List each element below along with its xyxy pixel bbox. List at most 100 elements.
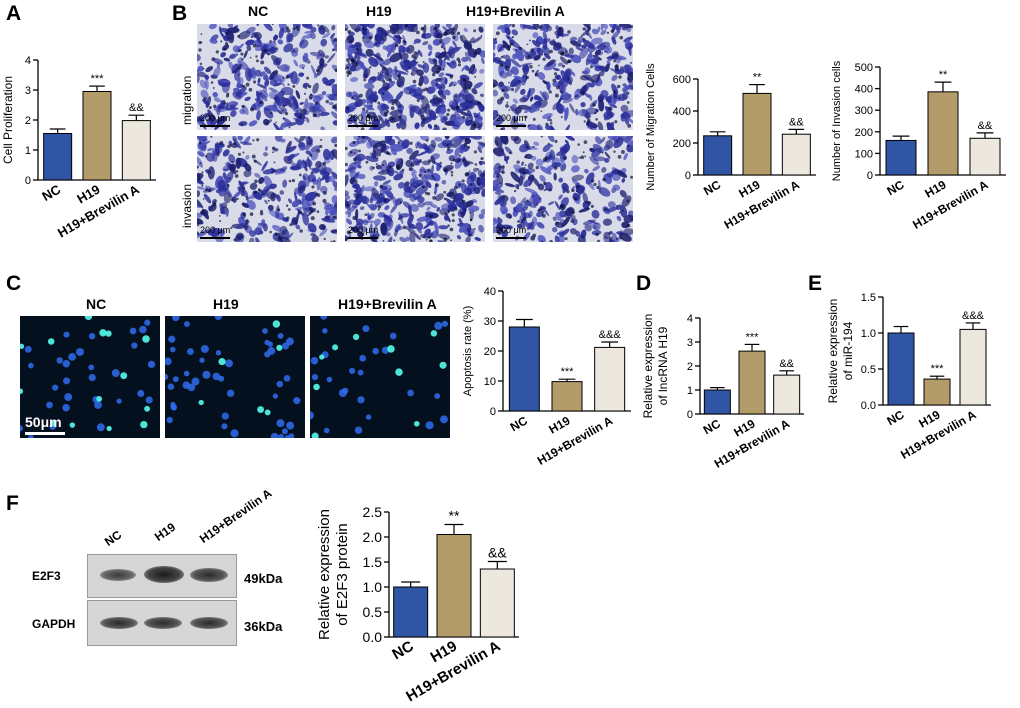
pore xyxy=(260,60,265,65)
nucleus xyxy=(425,421,434,430)
micrograph-migration-brevilin xyxy=(493,24,633,130)
cell xyxy=(207,166,215,180)
cell xyxy=(597,121,604,130)
cell xyxy=(532,24,540,30)
cell xyxy=(412,50,420,63)
cell xyxy=(356,136,364,145)
cell xyxy=(320,38,328,47)
cell xyxy=(450,81,458,87)
pore xyxy=(500,127,503,130)
pore xyxy=(412,79,417,84)
cell xyxy=(251,66,257,80)
cell xyxy=(298,185,306,194)
cell xyxy=(584,27,592,39)
cell xyxy=(380,159,388,174)
pore xyxy=(382,164,385,167)
cell xyxy=(407,214,414,226)
pore xyxy=(560,51,565,56)
pore xyxy=(602,177,606,182)
pore xyxy=(509,151,512,155)
cell xyxy=(299,39,309,49)
pore xyxy=(394,43,399,48)
cell xyxy=(268,87,279,93)
cell xyxy=(500,224,513,230)
pore xyxy=(613,90,616,94)
cell xyxy=(293,137,302,144)
cell xyxy=(477,141,485,148)
nucleus xyxy=(182,381,191,389)
pore xyxy=(312,201,317,206)
nucleus xyxy=(165,373,169,381)
pore xyxy=(435,70,440,74)
cell xyxy=(547,166,552,173)
cell xyxy=(216,104,221,116)
pore xyxy=(354,179,358,184)
y-tick-label: 400 xyxy=(855,84,873,96)
bar xyxy=(393,586,429,638)
cell xyxy=(478,160,483,166)
pore xyxy=(630,61,633,64)
pore xyxy=(461,179,465,183)
nucleus xyxy=(357,396,365,404)
cell xyxy=(546,25,553,32)
cell xyxy=(527,87,531,100)
pore xyxy=(416,61,419,64)
pore xyxy=(542,57,546,61)
nucleus xyxy=(362,325,370,333)
cell xyxy=(569,36,578,42)
pore xyxy=(275,121,277,124)
scalebar xyxy=(496,237,526,239)
pore xyxy=(316,148,321,153)
cell xyxy=(607,55,613,62)
apoptotic-nucleus xyxy=(439,361,447,369)
pore xyxy=(493,84,496,88)
apoptotic-nucleus xyxy=(276,344,283,351)
pore xyxy=(549,121,553,125)
cell xyxy=(257,77,261,84)
cell xyxy=(428,50,433,57)
y-tick-label: 2 xyxy=(687,361,693,373)
pore xyxy=(331,48,335,52)
cell xyxy=(249,237,255,242)
cell xyxy=(328,175,336,183)
cell xyxy=(599,51,604,56)
cell xyxy=(254,98,260,102)
pore xyxy=(511,24,516,28)
cell xyxy=(620,113,625,119)
cell xyxy=(390,203,399,214)
y-axis-label: Cell Proliferation xyxy=(1,76,15,164)
fluorescence-texture xyxy=(20,316,156,438)
pore xyxy=(608,236,613,241)
cell xyxy=(565,207,574,217)
pore xyxy=(549,49,553,54)
pore xyxy=(334,68,337,72)
pore xyxy=(219,106,221,109)
cell xyxy=(493,89,499,97)
cell xyxy=(452,40,457,48)
cell xyxy=(230,110,237,117)
cell xyxy=(331,171,337,180)
cell xyxy=(212,66,221,78)
significance-label: &&& xyxy=(962,310,985,322)
nucleus xyxy=(342,387,349,394)
bar xyxy=(738,350,766,415)
cell xyxy=(353,91,360,99)
cell xyxy=(352,183,359,189)
nucleus xyxy=(145,396,153,404)
cell xyxy=(459,102,473,109)
pore xyxy=(288,179,292,183)
pore xyxy=(526,145,529,149)
cell xyxy=(349,77,359,83)
bar xyxy=(773,374,801,415)
pore xyxy=(616,237,619,240)
cell xyxy=(551,227,558,233)
pore xyxy=(285,204,289,207)
pore xyxy=(346,107,349,110)
pore xyxy=(211,57,216,62)
cell xyxy=(553,67,560,72)
cell xyxy=(558,194,563,200)
cell xyxy=(266,191,276,200)
pore xyxy=(207,188,212,193)
y-tick-label: 2.5 xyxy=(363,504,383,520)
cell xyxy=(437,142,449,149)
